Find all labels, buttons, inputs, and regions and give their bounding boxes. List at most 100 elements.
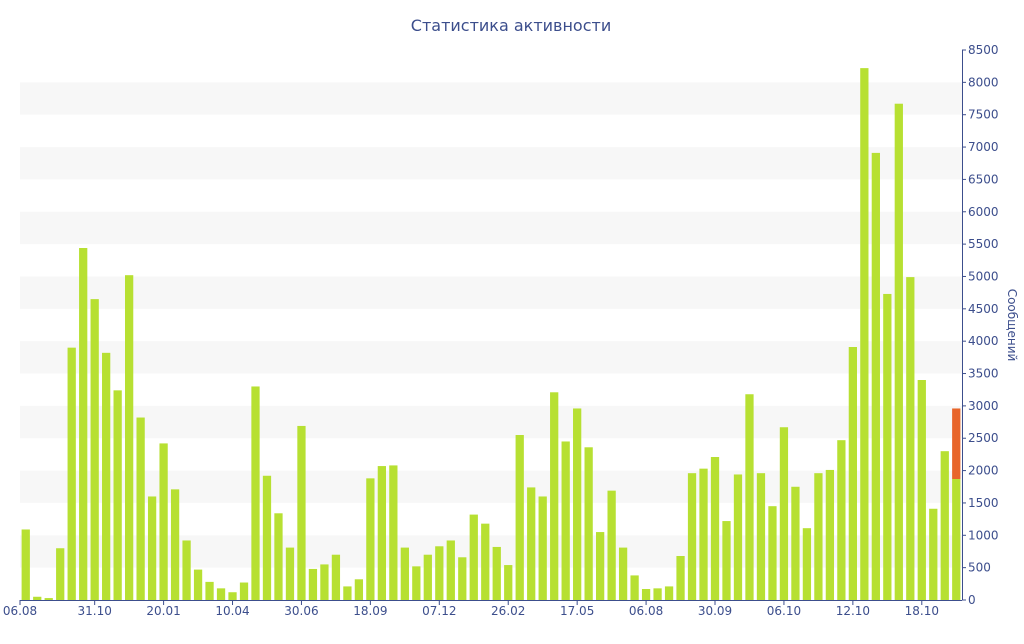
bar <box>354 579 364 600</box>
y-tick-label: 5000 <box>968 269 999 283</box>
bar <box>389 465 398 600</box>
grid-band <box>20 211 962 245</box>
x-tick-label: 10.04 <box>215 604 249 618</box>
bar <box>710 457 720 600</box>
y-tick-label: 7500 <box>968 108 999 122</box>
bar <box>239 582 249 600</box>
y-tick-label: 3000 <box>968 399 999 413</box>
y-tick-label: 1500 <box>968 496 999 510</box>
axes-group: 0 500 1000 1500 2000 2500 3000 3500 4000 4500 5000… <box>3 43 999 618</box>
bar <box>308 568 318 600</box>
bar <box>653 588 662 600</box>
bar <box>67 347 76 600</box>
x-tick-label: 18.10 <box>905 604 939 618</box>
bar <box>527 487 536 600</box>
bar <box>400 547 409 600</box>
bar <box>561 441 570 600</box>
y-tick-label: 2500 <box>968 431 999 445</box>
x-tick-label: 31.10 <box>77 604 111 618</box>
bar <box>515 435 524 600</box>
bar <box>940 451 949 600</box>
y-tick-label: 7000 <box>968 140 999 154</box>
y-tick-label: 3500 <box>968 367 999 381</box>
y-tick-label: 4500 <box>968 302 999 316</box>
bar <box>894 103 903 601</box>
bar <box>136 417 145 600</box>
y-axis-label: Сообщений <box>1005 289 1019 362</box>
x-tick-label: 06.10 <box>767 604 801 618</box>
bar <box>538 496 547 600</box>
bar <box>320 564 329 600</box>
x-tick-label: 20.01 <box>146 604 180 618</box>
bar-highlight <box>952 408 961 479</box>
bar <box>125 275 134 600</box>
bar <box>906 277 915 600</box>
bar <box>596 532 605 600</box>
bar <box>779 427 789 600</box>
x-tick-label: 30.06 <box>284 604 318 618</box>
y-tick-label: 500 <box>968 561 991 575</box>
bar <box>504 565 513 600</box>
bar <box>481 523 490 600</box>
bar <box>458 557 467 600</box>
y-tick-label: 4000 <box>968 334 999 348</box>
bar <box>802 528 812 600</box>
bar <box>170 489 180 600</box>
bar <box>676 556 685 600</box>
bar <box>871 152 880 600</box>
bar <box>791 486 800 600</box>
bar <box>722 521 731 600</box>
bar <box>664 586 674 600</box>
bar <box>883 293 892 600</box>
y-tick-label: 8500 <box>968 43 999 57</box>
bar <box>113 390 122 600</box>
bar <box>469 514 478 600</box>
bar <box>297 425 306 600</box>
bar <box>952 479 961 600</box>
bar <box>102 352 111 600</box>
x-tick-label: 06.08 <box>3 604 37 618</box>
bar <box>147 496 157 600</box>
bar <box>33 596 42 600</box>
bar <box>573 408 582 600</box>
bar <box>90 299 99 600</box>
bar <box>837 440 846 600</box>
bar <box>699 468 708 600</box>
x-tick-label: 26.02 <box>491 604 525 618</box>
bar <box>814 473 823 600</box>
y-tick-label: 5500 <box>968 237 999 251</box>
bar <box>550 392 559 600</box>
grid-bands <box>20 82 962 568</box>
bar <box>44 598 53 600</box>
chart-title: Статистика активности <box>411 16 611 35</box>
bar <box>159 443 168 600</box>
bar <box>733 474 743 600</box>
bar <box>56 548 65 600</box>
grid-band <box>20 405 962 439</box>
bars-group <box>21 68 961 601</box>
x-tick-label: 07.12 <box>422 604 456 618</box>
grid-band <box>20 276 962 309</box>
bar <box>607 490 616 600</box>
bar <box>377 466 386 600</box>
bar <box>768 506 777 600</box>
bar <box>366 478 375 600</box>
bar <box>435 546 444 600</box>
bar <box>756 473 766 600</box>
bar <box>216 588 226 600</box>
bar <box>412 566 421 600</box>
bar <box>182 540 191 600</box>
bar <box>917 380 926 600</box>
grid-band <box>20 147 962 180</box>
grid-band <box>20 341 962 374</box>
grid-band <box>20 82 962 115</box>
x-tick-label: 30.09 <box>698 604 732 618</box>
bar <box>21 529 30 600</box>
bar <box>343 586 352 600</box>
y-tick-label: 6000 <box>968 205 999 219</box>
bar <box>251 386 260 600</box>
y-tick-label: 1000 <box>968 528 999 542</box>
bar <box>285 547 295 600</box>
